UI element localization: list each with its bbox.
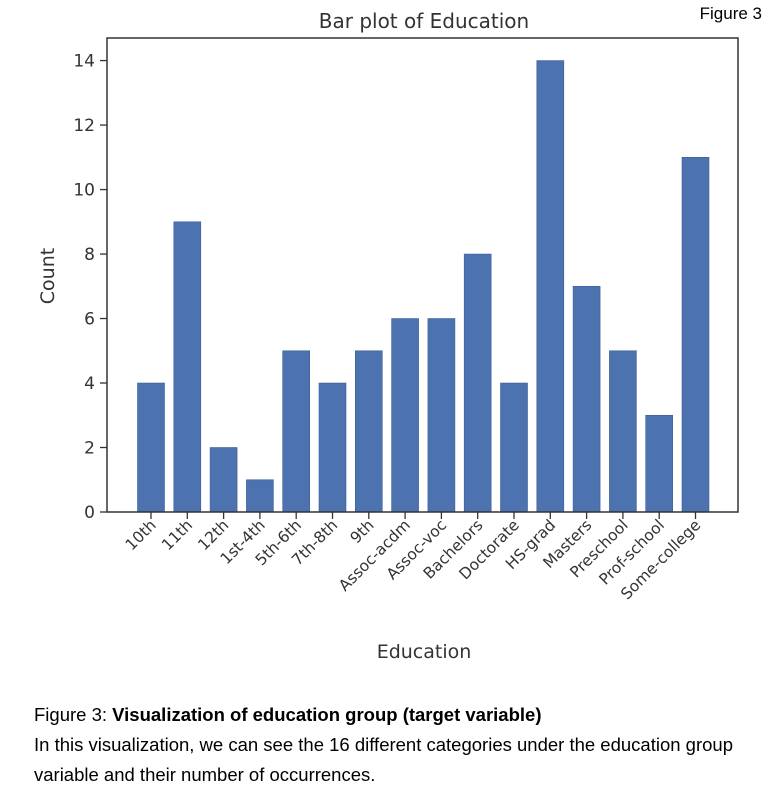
bar-doctorate xyxy=(500,382,528,513)
caption-title: Visualization of education group (target… xyxy=(112,704,542,725)
y-tick-label-0: 0 xyxy=(84,503,95,523)
y-tick-label-8: 8 xyxy=(84,245,95,265)
bar-9th xyxy=(354,350,383,513)
y-tick-label-4: 4 xyxy=(84,374,95,394)
bar-masters xyxy=(572,285,601,513)
bar-7th-8th xyxy=(318,382,347,513)
y-tick-label-14: 14 xyxy=(73,52,95,72)
x-axis-label: Education xyxy=(377,641,472,663)
bars-group xyxy=(137,60,710,513)
bar-assoc-voc xyxy=(427,318,456,513)
caption-prefix: Figure 3: xyxy=(34,704,113,725)
plot-frame xyxy=(106,37,739,513)
bar-11th xyxy=(173,221,202,513)
y-tick-label-6: 6 xyxy=(84,310,95,330)
x-tick-label-11th: 11th xyxy=(158,516,196,554)
bar-5th-6th xyxy=(282,350,311,513)
bar-10th xyxy=(137,382,165,513)
y-tick-label-2: 2 xyxy=(84,439,95,459)
bar-assoc-acdm xyxy=(391,318,419,513)
chart-title: Bar plot of Education xyxy=(319,9,529,33)
y-axis-label: Count xyxy=(37,248,59,304)
bar-preschool xyxy=(609,350,637,513)
bar-chart: Bar plot of Education 0 2 4 6 8 10 12 14 10th11… xyxy=(37,9,739,663)
x-tick-label-10th: 10th xyxy=(122,516,160,554)
bar-12th xyxy=(209,447,238,513)
bar-some-college xyxy=(681,157,710,513)
caption-body: In this visualization, we can see the 16… xyxy=(34,734,733,785)
y-tick-label-12: 12 xyxy=(73,116,95,136)
caption-heading: Figure 3: Visualization of education gro… xyxy=(34,700,764,730)
figure-caption: Figure 3: Visualization of education gro… xyxy=(34,700,764,790)
bar-hs-grad xyxy=(536,60,565,513)
y-axis: 0 2 4 6 8 10 12 14 xyxy=(73,52,107,523)
x-tick-label-9th: 9th xyxy=(347,516,378,547)
bar-bachelors xyxy=(463,253,492,513)
bar-prof-school xyxy=(645,414,674,513)
bar-1st-4th xyxy=(246,479,274,513)
figure-tag: Figure 3 xyxy=(699,4,762,23)
y-tick-label-10: 10 xyxy=(73,181,95,201)
